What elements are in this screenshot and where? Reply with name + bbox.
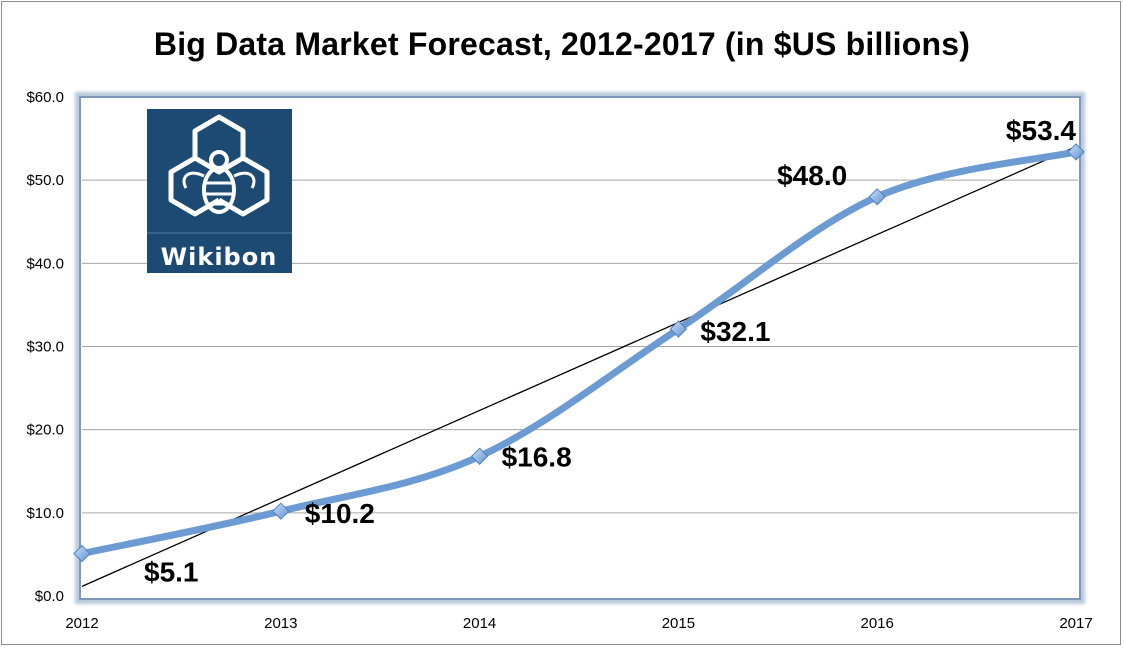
data-point-marker [272, 502, 290, 520]
data-labels: $5.1 $10.2 $16.8 $32.1 $48.0 $53.4 [144, 115, 1076, 588]
logo-text: Wikibon [161, 243, 278, 271]
y-tick-label: $30.0 [26, 339, 64, 356]
y-tick-label: $10.0 [26, 505, 64, 522]
data-point-marker [470, 447, 489, 465]
data-label: $53.4 [1006, 115, 1076, 146]
x-tick-label: 2013 [264, 615, 297, 632]
y-tick-label: $0.0 [35, 588, 64, 605]
data-markers [73, 143, 1085, 563]
data-point-marker [73, 544, 91, 563]
data-label: $10.2 [305, 498, 375, 529]
x-tick-label: 2014 [463, 615, 496, 632]
data-point-marker [1067, 143, 1085, 161]
y-tick-label: $60.0 [26, 89, 64, 106]
x-tick-label: 2015 [662, 615, 695, 632]
y-tick-label: $40.0 [26, 255, 64, 272]
wikibon-logo: Wikibon [147, 109, 292, 273]
data-label: $5.1 [144, 557, 199, 588]
data-label: $16.8 [502, 441, 572, 472]
x-tick-label: 2012 [65, 615, 98, 632]
chart-title: Big Data Market Forecast, 2012-2017 (in … [153, 26, 971, 62]
plot-area-shadow [75, 92, 1085, 604]
y-tick-label: $50.0 [26, 172, 64, 189]
data-point-marker [669, 320, 688, 338]
data-label: $32.1 [700, 316, 770, 347]
x-tick-label: 2016 [861, 615, 894, 632]
x-axis-tick-labels: 2012 2013 2014 2015 2016 2017 [65, 615, 1092, 632]
x-tick-label: 2017 [1059, 615, 1092, 632]
data-label: $48.0 [777, 160, 847, 191]
series-line [78, 148, 1080, 558]
linear-trendline [81, 145, 1077, 587]
data-point-marker [868, 188, 886, 206]
y-tick-label: $20.0 [26, 422, 64, 439]
y-axis-tick-labels: $0.0 $10.0 $20.0 $30.0 $40.0 $50.0 $60.0 [26, 89, 64, 605]
bee-hexagon-icon [168, 114, 270, 217]
